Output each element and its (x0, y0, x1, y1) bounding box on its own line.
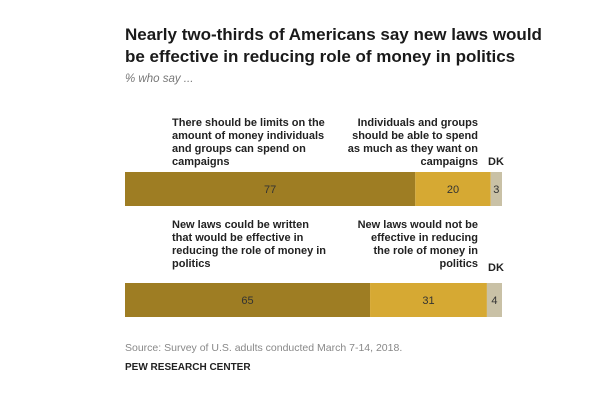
value-label-row1-limits: 77 (264, 184, 276, 196)
org-credit: PEW RESEARCH CENTER (125, 362, 251, 373)
value-label-row1-against: 20 (447, 184, 459, 196)
bar-row1-dk (490, 172, 502, 206)
chart-subtitle: % who say ... (125, 73, 194, 85)
bar-row1-against (415, 172, 491, 206)
source-note: Source: Survey of U.S. adults conducted … (125, 342, 403, 354)
row1-dk-label: DK (488, 156, 504, 168)
value-label-row2-limits: 65 (241, 295, 253, 307)
row2-dk-label: DK (488, 262, 504, 274)
value-label-row2-dk: 4 (491, 295, 497, 307)
bar-row2-against (370, 283, 487, 317)
value-label-row1-dk: 3 (493, 184, 499, 196)
bar-row2-dk (486, 283, 502, 317)
row1-right-label: Individuals and groups should be able to… (347, 117, 478, 168)
row1-left-label: There should be limits on the amount of … (172, 117, 325, 168)
row2-left-label: New laws could be written that would be … (172, 219, 327, 270)
bar-row2-limits (125, 283, 371, 317)
chart-title: Nearly two-thirds of Americans say new l… (125, 25, 542, 66)
value-label-row2-against: 31 (422, 295, 434, 307)
bar-row1-limits (125, 172, 416, 206)
row2-right-label: New laws would not be effective in reduc… (357, 219, 478, 270)
